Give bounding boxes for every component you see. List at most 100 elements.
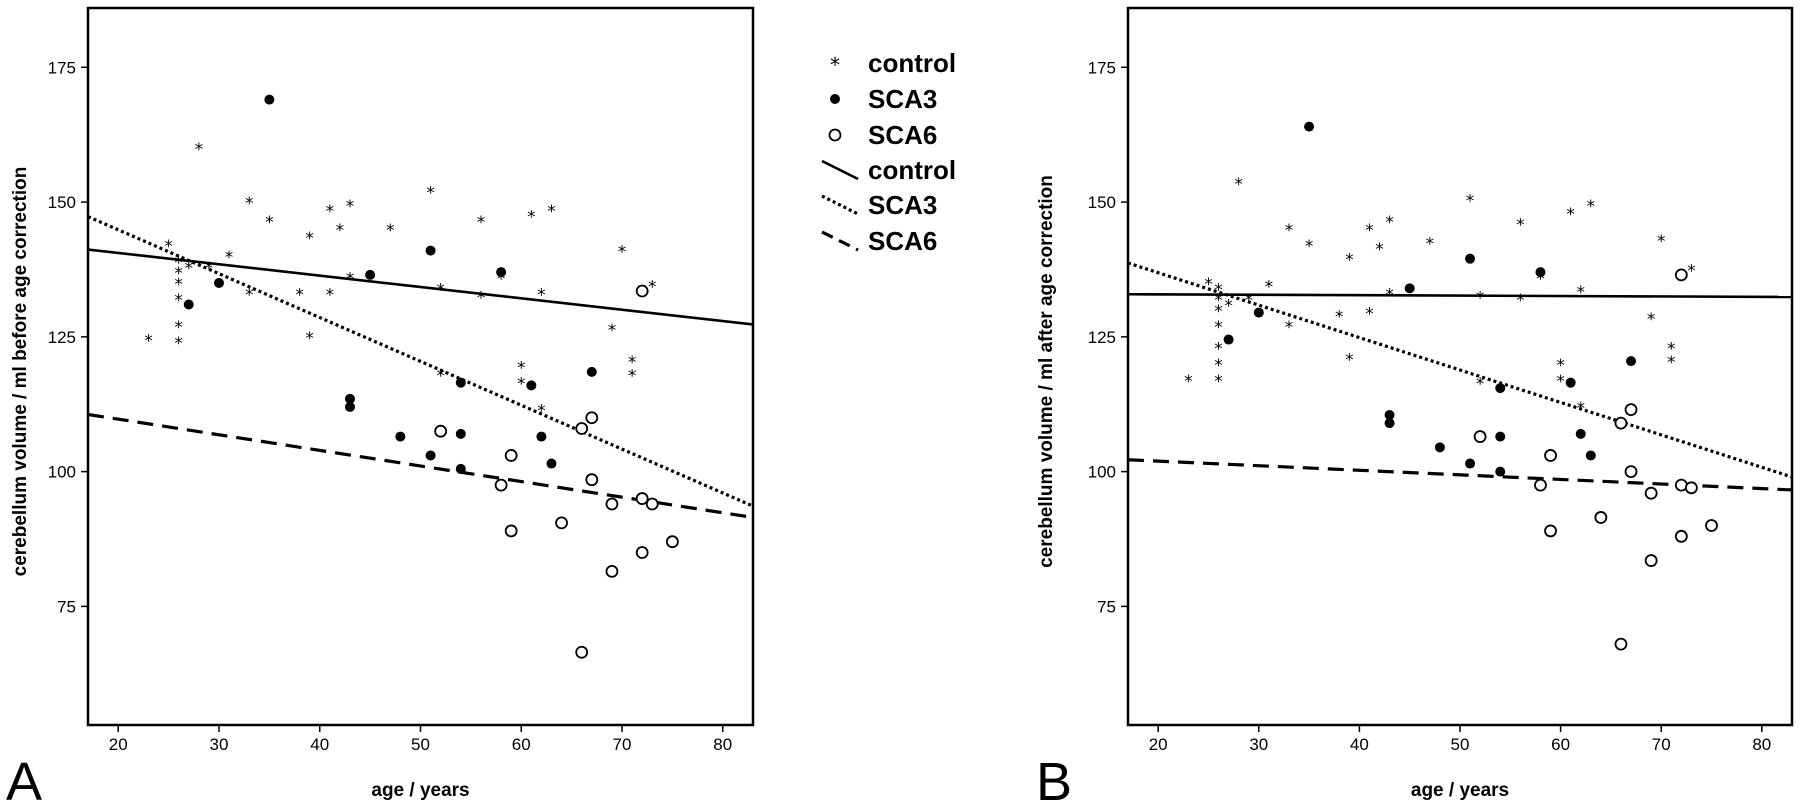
point-sca6: [555, 516, 568, 530]
x-tick-label: 30: [210, 735, 229, 754]
point-control: *: [1285, 221, 1294, 241]
legend-line-solid-line: [821, 159, 859, 181]
point-sca6: [1624, 403, 1638, 417]
point-sca3: [1304, 121, 1315, 132]
legend-label: SCA3: [868, 84, 937, 114]
point-control: *: [305, 229, 314, 249]
point-control: *: [1305, 237, 1314, 257]
point-control: *: [1587, 197, 1596, 217]
point-sca3: [1434, 442, 1445, 453]
point-control: *: [497, 270, 506, 290]
point-sca3: [496, 267, 507, 278]
point-control: *: [1667, 340, 1676, 360]
x-tick-label: 50: [1451, 735, 1470, 754]
y-axis-label: cerebellum volume / ml after age correct…: [1036, 175, 1057, 568]
point-control: *: [1385, 213, 1394, 233]
point-control: *: [346, 197, 355, 217]
point-control: *: [1556, 356, 1565, 376]
point-sca6: [605, 564, 619, 578]
point-control: *: [477, 288, 486, 308]
point-control: *: [326, 286, 335, 306]
point-control: *: [1657, 232, 1666, 252]
legend-line-dotted-line: [821, 194, 859, 216]
point-sca3: [1495, 466, 1506, 477]
point-control: *: [1214, 340, 1223, 360]
point-sca3: [425, 450, 436, 461]
point-sca6: [1684, 481, 1698, 495]
point-sca3: [455, 377, 466, 388]
point-sca6: [1644, 486, 1658, 500]
x-tick-label: 80: [1752, 735, 1771, 754]
point-control: *: [1516, 216, 1525, 236]
point-control: *: [1375, 240, 1384, 260]
point-sca6: [1594, 511, 1608, 524]
point-sca6: [635, 546, 649, 559]
panel-label: A: [6, 752, 42, 809]
point-control: *: [144, 332, 153, 352]
point-control: *: [1204, 275, 1213, 295]
regression-line-sca3: [88, 215, 753, 508]
point-control: *: [477, 213, 486, 233]
point-control: *: [436, 367, 445, 387]
point-control: *: [1576, 283, 1585, 303]
x-axis-label: age / years: [1411, 780, 1509, 801]
point-sca6: [494, 478, 508, 492]
point-sca3: [1465, 253, 1476, 264]
point-control: *: [426, 183, 435, 203]
point-sca3: [344, 393, 355, 404]
point-sca6: [1644, 554, 1658, 567]
point-sca3: [455, 463, 466, 474]
point-control: *: [1285, 318, 1294, 338]
point-sca6: [1614, 416, 1628, 430]
point-sca6: [1544, 449, 1557, 462]
x-tick-label: 50: [411, 735, 430, 754]
point-sca3: [264, 94, 275, 105]
point-sca6: [1624, 465, 1638, 479]
point-sca3: [365, 269, 376, 280]
legend-marker-star: *: [830, 53, 840, 77]
point-sca3: [546, 458, 557, 469]
x-tick-label: 20: [109, 735, 128, 754]
point-sca6: [504, 449, 518, 462]
point-control: *: [1566, 205, 1575, 225]
legend-marker-open-circle: [828, 128, 842, 142]
y-tick-label: 75: [1097, 597, 1116, 616]
point-sca6: [635, 284, 649, 298]
x-tick-label: 60: [512, 735, 531, 754]
point-control: *: [174, 264, 183, 284]
point-sca6: [434, 424, 448, 438]
panel-b: 20 30 40 50 60 70 80 75 100 125 150 175 age / years c…: [1036, 6, 1794, 809]
point-sca3: [526, 380, 537, 391]
plot-frame: [1126, 6, 1794, 727]
point-control: *: [628, 353, 637, 373]
point-control: *: [205, 259, 214, 279]
point-sca3: [1404, 283, 1415, 294]
x-tick-label: 40: [310, 735, 329, 754]
regression-line-control: [88, 248, 753, 326]
legend: * control SCA3 SCA6 control SCA3 SCA6: [821, 48, 956, 256]
y-tick-label: 125: [48, 328, 76, 347]
point-control: *: [174, 253, 183, 273]
legend-label: SCA6: [868, 226, 937, 256]
point-sca3: [1384, 410, 1395, 421]
y-tick-label: 75: [57, 597, 76, 616]
point-control: *: [618, 243, 627, 263]
x-tick-label: 60: [1551, 735, 1570, 754]
point-sca3: [344, 401, 355, 412]
point-control: *: [295, 286, 304, 306]
point-control: *: [1345, 350, 1354, 370]
legend-marker-filled-circle: [830, 94, 840, 104]
point-control: *: [527, 208, 536, 228]
point-sca6: [1544, 524, 1557, 538]
point-control: *: [346, 270, 355, 290]
point-control: *: [305, 329, 314, 349]
regression-line-sca3: [1128, 261, 1792, 479]
point-control: *: [336, 221, 345, 241]
point-control: *: [386, 221, 395, 241]
regression-line-control: [1128, 292, 1792, 299]
point-sca3: [425, 245, 436, 256]
point-sca6: [605, 497, 619, 511]
point-control: *: [628, 367, 637, 387]
point-control: *: [1516, 291, 1525, 311]
